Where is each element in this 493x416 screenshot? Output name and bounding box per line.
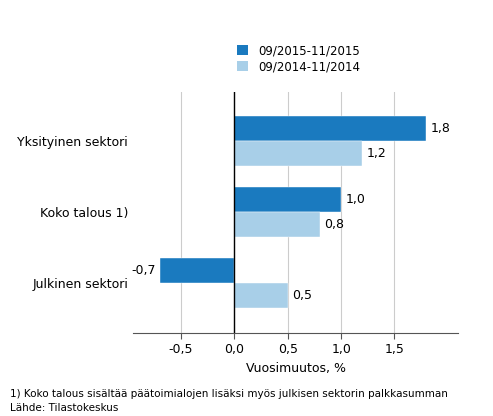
Text: Lähde: Tilastokeskus: Lähde: Tilastokeskus [10,403,118,413]
Bar [235,283,288,308]
Bar [235,116,426,141]
Text: 1) Koko talous sisältää päätoimialojen lisäksi myös julkisen sektorin palkkasumm: 1) Koko talous sisältää päätoimialojen l… [10,389,448,399]
Bar [235,141,362,166]
Legend: 09/2015-11/2015, 09/2014-11/2014: 09/2015-11/2015, 09/2014-11/2014 [237,45,360,73]
Text: 0,8: 0,8 [324,218,344,231]
Text: -0,7: -0,7 [131,264,155,277]
Bar [235,187,341,212]
Text: 0,5: 0,5 [292,289,312,302]
X-axis label: Vuosimuutos, %: Vuosimuutos, % [246,362,346,375]
Text: 1,2: 1,2 [367,147,387,160]
Bar [235,212,320,237]
Text: 1,0: 1,0 [346,193,365,206]
Text: 1,8: 1,8 [431,122,451,135]
Bar [160,258,235,283]
